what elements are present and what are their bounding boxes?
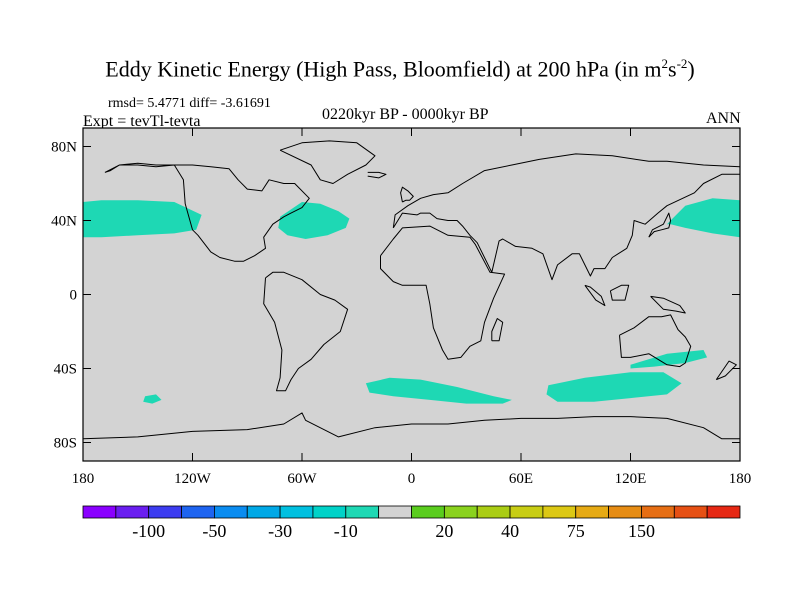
map-background	[83, 128, 740, 461]
colorbar: -100 -50 -30 -10 20 40 75 150	[82, 505, 741, 541]
colorbar-swatch	[443, 505, 478, 519]
lat-tick-label: 40N	[51, 214, 77, 230]
colorbar-swatch	[673, 505, 708, 519]
lon-tick-label: 180	[72, 471, 95, 487]
coastline-new-guinea	[650, 295, 686, 314]
colorbar-swatch	[608, 505, 642, 519]
colorbar-label: 75	[567, 521, 585, 541]
stats-text: rmsd= 5.4771 diff= -3.61691	[108, 96, 271, 111]
lon-tick-label: 0	[408, 471, 416, 487]
lat-tick-label: 0	[70, 288, 78, 304]
colorbar-swatch	[378, 505, 412, 519]
colorbar-swatch	[181, 505, 215, 519]
coastline-north-america	[104, 162, 310, 262]
colorbar-swatch	[575, 505, 609, 519]
coastline-japan	[648, 212, 672, 238]
period-label: 0220kyr BP - 0000kyr BP	[322, 106, 489, 123]
experiment-label: Expt = tevTl-tevta	[83, 113, 201, 130]
lat-tick-label: 80S	[54, 436, 77, 452]
coastline-iceland	[367, 171, 387, 179]
colorbar-swatch	[476, 505, 511, 519]
colorbar-label: -10	[334, 521, 358, 541]
coastline-greenland	[279, 140, 376, 184]
lon-tick-label: 60E	[509, 471, 533, 487]
colorbar-label: 20	[435, 521, 453, 541]
coastline-uk	[400, 186, 414, 203]
colorbar-label: -100	[132, 521, 165, 541]
colorbar-label: -30	[268, 521, 292, 541]
anomaly-region-south-pacific-patch	[143, 394, 162, 404]
anomaly-region-south-indian	[546, 372, 682, 402]
lat-tick-label: 40S	[54, 362, 77, 378]
colorbar-label: 40	[501, 521, 519, 541]
colorbar-swatch	[148, 505, 182, 519]
colorbar-swatch	[82, 505, 117, 519]
lon-tick-label: 120E	[615, 471, 647, 487]
colorbar-swatch	[246, 505, 281, 519]
coastline-australia	[619, 314, 692, 368]
plot-title: Eddy Kinetic Energy (High Pass, Bloomfie…	[105, 56, 695, 82]
colorbar-swatch	[312, 505, 347, 519]
lon-tick-label: 180	[729, 471, 752, 487]
anomaly-regions	[83, 198, 740, 404]
colorbar-swatch	[213, 505, 248, 519]
colorbar-swatch	[706, 505, 741, 519]
anomaly-region-north-pacific-west	[83, 200, 202, 238]
coastline-sumatra	[584, 284, 606, 307]
coastline-eurasia	[392, 153, 740, 281]
coastline-new-zealand	[715, 360, 737, 381]
colorbar-swatch	[641, 505, 675, 519]
colorbar-swatch	[115, 505, 150, 519]
axis-ticks: 80N 40N 0 40S 80S 180 120W 60W 0 60E 120E 180	[51, 128, 751, 487]
coastlines	[83, 140, 740, 440]
coastline-borneo	[609, 284, 630, 301]
colorbar-swatch	[411, 505, 445, 519]
coastline-south-america	[263, 271, 349, 392]
anomaly-region-south-atlantic-indian	[365, 377, 512, 404]
coastline-antarctica	[83, 412, 740, 440]
colorbar-label: 150	[628, 521, 655, 541]
colorbar-swatch	[542, 505, 577, 519]
lat-tick-label: 80N	[51, 140, 77, 156]
coastline-madagascar	[491, 318, 504, 342]
season-label: ANN	[706, 110, 741, 127]
colorbar-swatch	[279, 505, 314, 519]
anomaly-region-north-atlantic	[278, 202, 350, 239]
lon-tick-label: 120W	[174, 471, 212, 487]
lon-tick-label: 60W	[287, 471, 317, 487]
anomaly-region-north-pacific-east	[667, 198, 740, 238]
colorbar-swatch	[509, 505, 544, 519]
colorbar-swatch	[345, 505, 380, 519]
coastline-africa	[380, 225, 506, 360]
colorbar-label: -50	[202, 521, 226, 541]
